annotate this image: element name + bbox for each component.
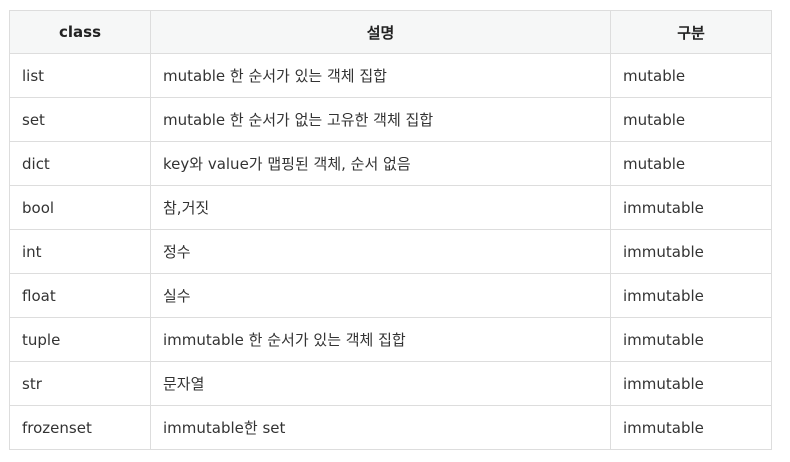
table-row: bool 참,거짓 immutable <box>9 185 772 230</box>
table-row: list mutable 한 순서가 있는 객체 집합 mutable <box>9 53 772 98</box>
cell-description: 정수 <box>150 229 611 274</box>
table-row: str 문자열 immutable <box>9 361 772 406</box>
cell-class: int <box>9 229 151 274</box>
table-row: tuple immutable 한 순서가 있는 객체 집합 immutable <box>9 317 772 362</box>
python-types-table: class 설명 구분 list mutable 한 순서가 있는 객체 집합 … <box>9 10 772 450</box>
cell-description: immutable한 set <box>150 405 611 450</box>
cell-description: 참,거짓 <box>150 185 611 230</box>
cell-description: immutable 한 순서가 있는 객체 집합 <box>150 317 611 362</box>
cell-description: mutable 한 순서가 있는 객체 집합 <box>150 53 611 98</box>
cell-category: immutable <box>610 317 772 362</box>
cell-class: dict <box>9 141 151 186</box>
table-row: dict key와 value가 맵핑된 객체, 순서 없음 mutable <box>9 141 772 186</box>
header-category: 구분 <box>610 10 772 54</box>
cell-description: mutable 한 순서가 없는 고유한 객체 집합 <box>150 97 611 142</box>
cell-class: float <box>9 273 151 318</box>
cell-description: 실수 <box>150 273 611 318</box>
table-row: float 실수 immutable <box>9 273 772 318</box>
header-class: class <box>9 10 151 54</box>
header-description: 설명 <box>150 10 611 54</box>
table-header-row: class 설명 구분 <box>9 10 772 54</box>
table-row: frozenset immutable한 set immutable <box>9 405 772 450</box>
cell-category: immutable <box>610 361 772 406</box>
cell-category: mutable <box>610 97 772 142</box>
table-row: set mutable 한 순서가 없는 고유한 객체 집합 mutable <box>9 97 772 142</box>
cell-category: mutable <box>610 53 772 98</box>
cell-class: set <box>9 97 151 142</box>
cell-description: 문자열 <box>150 361 611 406</box>
cell-category: immutable <box>610 185 772 230</box>
cell-category: mutable <box>610 141 772 186</box>
cell-category: immutable <box>610 229 772 274</box>
cell-category: immutable <box>610 273 772 318</box>
cell-class: frozenset <box>9 405 151 450</box>
cell-description: key와 value가 맵핑된 객체, 순서 없음 <box>150 141 611 186</box>
cell-class: list <box>9 53 151 98</box>
table-row: int 정수 immutable <box>9 229 772 274</box>
cell-category: immutable <box>610 405 772 450</box>
cell-class: bool <box>9 185 151 230</box>
cell-class: str <box>9 361 151 406</box>
cell-class: tuple <box>9 317 151 362</box>
table-container: class 설명 구분 list mutable 한 순서가 있는 객체 집합 … <box>9 10 772 450</box>
